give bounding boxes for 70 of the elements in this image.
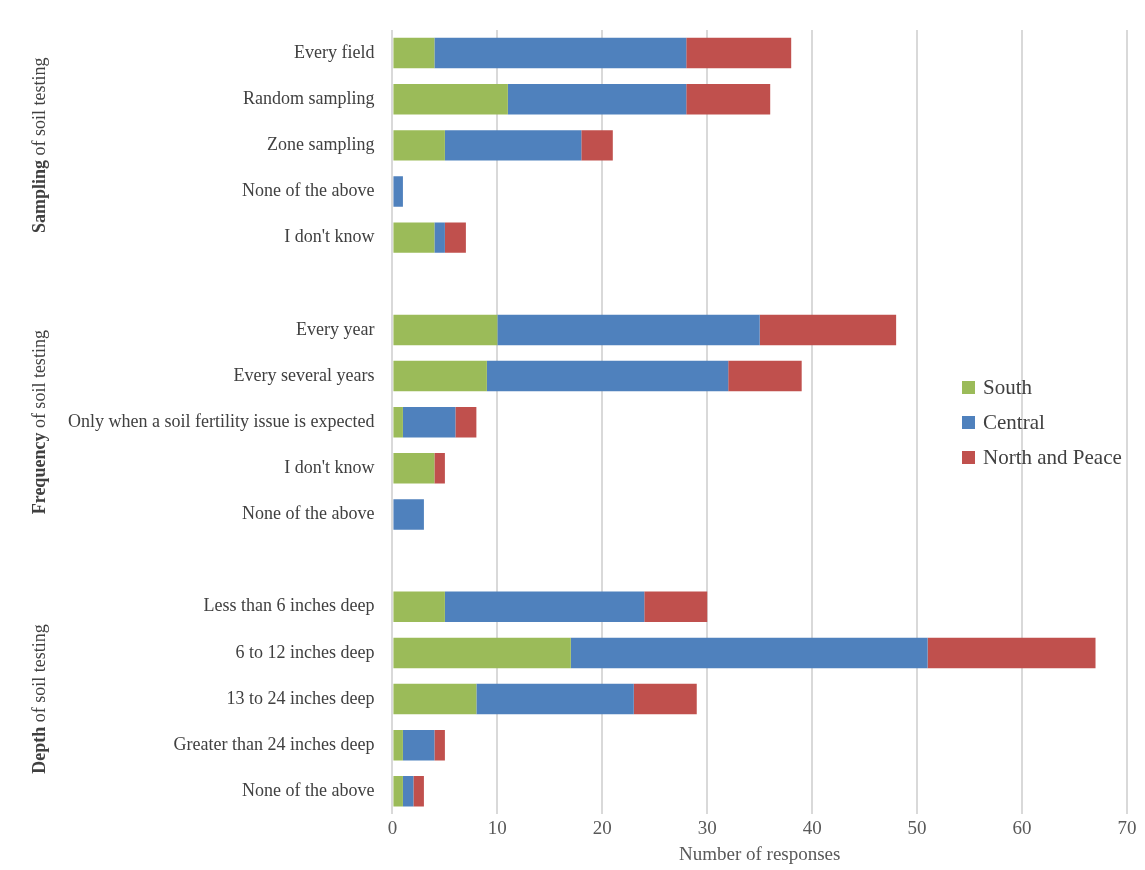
bar [570, 637, 928, 669]
y-tick-label: None of the above [241, 503, 375, 524]
bar [393, 314, 498, 346]
x-tick-label: 40 [802, 816, 822, 838]
bar [393, 683, 477, 715]
bar [486, 360, 729, 392]
bar [393, 360, 487, 392]
bar [393, 222, 435, 253]
y-tick-label: Every field [293, 41, 375, 62]
y-tick-label: Zone sampling [266, 134, 375, 155]
bar [393, 406, 403, 438]
bar [434, 37, 687, 69]
bar [393, 130, 445, 161]
x-tick-label: 60 [1012, 816, 1032, 838]
bar [434, 222, 445, 253]
text: Frequency of soil testing [28, 330, 49, 515]
bar [444, 591, 645, 622]
bar [507, 83, 687, 115]
y-tick-label: Greater than 24 inches deep [173, 733, 375, 754]
bar [476, 683, 634, 715]
bar [644, 591, 708, 622]
bar [497, 314, 760, 346]
x-tick-label: 50 [907, 816, 927, 838]
y-tick-label: 13 to 24 inches deep [226, 687, 375, 708]
bar [759, 314, 897, 346]
bar [393, 637, 571, 669]
y-tick-label: I don't know [284, 457, 375, 478]
y-tick-label: Every year [295, 318, 375, 339]
bar [393, 37, 435, 69]
bar [686, 37, 792, 69]
y-tick-label: Random sampling [242, 87, 375, 108]
legend-label: Central [982, 409, 1046, 435]
bar [393, 453, 435, 484]
bar [455, 406, 477, 438]
bar [686, 83, 771, 115]
bar [444, 130, 582, 161]
bar [728, 360, 802, 392]
legend-label: South [982, 374, 1033, 400]
x-axis-title: Number of responses [678, 842, 841, 864]
text: Depth of soil testing [28, 624, 49, 774]
y-tick-label: I don't know [284, 226, 375, 247]
legend-label: North and Peace [982, 444, 1122, 470]
bar [434, 453, 445, 484]
bar [402, 406, 456, 438]
bar [434, 729, 445, 761]
bar [393, 729, 403, 761]
bar [927, 637, 1096, 669]
bar [393, 499, 424, 530]
bar [393, 776, 403, 807]
bar [402, 729, 435, 761]
bar [444, 222, 466, 253]
bar [393, 591, 445, 622]
bar [581, 130, 613, 161]
y-tick-label: None of the above [241, 780, 375, 801]
y-tick-label: Less than 6 inches deep [203, 595, 375, 616]
y-tick-label: Every several years [233, 364, 375, 385]
x-tick-label: 10 [487, 816, 507, 838]
bar [393, 83, 508, 115]
bar [413, 776, 424, 807]
bar [633, 683, 697, 715]
y-tick-label: None of the above [241, 180, 375, 201]
bar [393, 176, 403, 207]
bar [402, 776, 414, 807]
x-tick-label: 70 [1117, 816, 1137, 838]
text: Sampling of soil testing [28, 57, 49, 234]
x-tick-label: 0 [387, 816, 398, 838]
y-tick-label: 6 to 12 inches deep [235, 641, 375, 662]
x-tick-label: 30 [697, 816, 717, 838]
y-tick-label: Only when a soil fertility issue is expected [67, 410, 375, 431]
x-tick-label: 20 [592, 816, 612, 838]
